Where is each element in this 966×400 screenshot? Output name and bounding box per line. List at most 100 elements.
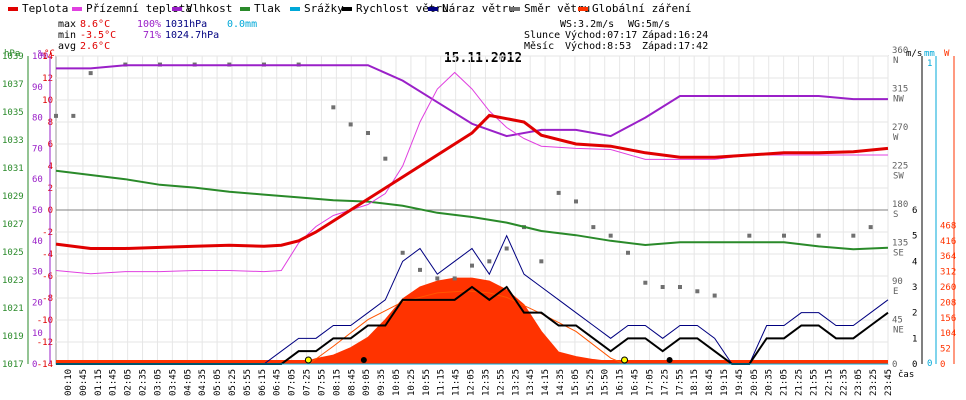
wind-dir-point (487, 259, 492, 264)
wind-dir-tick: S (893, 210, 898, 220)
moon-label: Měsíc (524, 40, 554, 52)
wind-dir-tick: 315 (892, 85, 908, 95)
wind-dir-point (660, 285, 665, 289)
x-tick-label: 03:45 (168, 369, 178, 396)
x-tick-label: 21:05 (780, 369, 790, 396)
wind-dir-point (678, 285, 682, 289)
legend-label: Globální záření (592, 2, 691, 15)
x-tick-label: 18:45 (705, 369, 715, 396)
x-tick-label: 02:05 (124, 369, 134, 396)
sunrise: Východ:07:17 (565, 29, 637, 41)
x-tick-label: 15:50 (601, 369, 611, 396)
temperature-tick: -10 (37, 316, 53, 326)
wind-dir-point (71, 113, 76, 118)
pressure-tick: 1023 (2, 276, 24, 286)
x-tick-label: 21:25 (795, 369, 805, 396)
wind-dir-tick: 0 (892, 360, 897, 370)
radiation-tick: 156 (940, 314, 956, 324)
temperature-tick: 10 (42, 96, 53, 106)
x-tick-label: 06:45 (273, 369, 283, 396)
radiation-tick: 104 (940, 329, 956, 339)
wind-dir-point (88, 71, 93, 76)
wind-dir-tick: 180 (892, 200, 908, 210)
stat-min-label: min (58, 30, 76, 41)
x-tick-label: 20:35 (765, 369, 775, 396)
humidity-tick: 70 (32, 144, 43, 154)
legend-swatch (72, 7, 82, 11)
x-tick-label: 13:25 (511, 369, 521, 396)
moonrise-marker (360, 357, 367, 363)
temperature-axis-label: °C (44, 49, 55, 59)
stat-avg-label: avg (58, 41, 76, 52)
pressure-tick: 1029 (2, 192, 24, 202)
wind-dir-tick: 135 (892, 239, 908, 249)
x-tick-label: 03:05 (153, 369, 163, 396)
humidity-tick: 90 (32, 83, 43, 93)
x-unit-label: čas (898, 369, 914, 380)
humidity-tick: 10 (32, 329, 43, 339)
radiation-tick: 208 (940, 298, 956, 308)
wind-speed-tick: 6 (912, 206, 917, 216)
legend-label: Teplota (22, 2, 68, 15)
x-tick-label: 08:15 (332, 369, 342, 396)
pressure-tick: 1025 (2, 248, 24, 258)
x-tick-label: 16:45 (631, 369, 641, 396)
pressure-tick: 1027 (2, 220, 24, 230)
x-tick-label: 12:55 (496, 369, 506, 396)
x-tick-label: 00:45 (79, 369, 89, 396)
wind-dir-point (643, 280, 648, 285)
legend-label: Srážky (304, 2, 344, 15)
temperature-tick: -6 (42, 272, 53, 282)
x-tick-label: 06:15 (258, 369, 268, 396)
radiation-axis-label: W (944, 49, 950, 59)
humidity-tick: 30 (32, 268, 43, 278)
x-tick-label: 23:05 (854, 369, 864, 396)
x-tick-label: 17:55 (675, 369, 685, 396)
x-tick-label: 10:55 (422, 369, 432, 396)
wind-dir-point (851, 233, 856, 238)
x-tick-label: 04:05 (183, 369, 193, 396)
wind-dir-point (331, 105, 336, 110)
x-tick-label: 16:15 (616, 369, 626, 396)
pressure-tick: 1033 (2, 136, 24, 146)
x-tick-label: 13:45 (526, 369, 536, 396)
astro-block: WS:3.2m/s WG:5m/s Slunce Východ:07:17 Zá… (524, 19, 708, 52)
x-tick-label: 12:35 (481, 369, 491, 396)
legend-label: Přízemní teplota (86, 2, 192, 15)
stat-max-rain: 0.0mm (227, 19, 257, 30)
x-tick-label: 04:35 (198, 369, 208, 396)
x-tick-label: 09:35 (377, 369, 387, 396)
x-tick-label: 09:05 (362, 369, 372, 396)
wind-dir-tick: 45 (892, 316, 903, 326)
series-ground-temp (55, 71, 888, 275)
series-temperature (55, 113, 889, 250)
wind-dir-tick: N (893, 56, 898, 66)
stat-max-label: max (58, 19, 76, 30)
wind-dir-point (574, 199, 578, 204)
x-tick-label: 20:05 (750, 369, 760, 396)
x-tick-label: 05:55 (243, 369, 253, 396)
wind-dir-point (712, 293, 717, 298)
x-tick-label: 00:10 (64, 369, 74, 396)
wind-dir-tick: SE (893, 249, 904, 259)
wind-speed-tick: 2 (912, 309, 917, 319)
wind-dir-point (470, 263, 474, 268)
wind-dir-point (435, 276, 440, 281)
humidity-tick: 20 (32, 298, 43, 308)
series-wind-gust (56, 234, 889, 365)
x-tick-label: 11:45 (452, 369, 462, 396)
x-tick-label: 05:05 (213, 369, 223, 396)
legend-swatch (172, 7, 182, 11)
stat-max-temp: 8.6°C (80, 19, 110, 30)
x-tick-label: 17:25 (660, 369, 670, 396)
humidity-tick: 50 (32, 206, 43, 216)
temperature-tick: -2 (42, 228, 53, 238)
wind-dir-point (366, 131, 370, 135)
radiation-tick: 468 (940, 221, 956, 231)
wind-dir-point (782, 233, 786, 238)
series-pressure (55, 169, 889, 251)
radiation-tick: 416 (940, 237, 956, 247)
wind-speed-tick: 3 (912, 283, 917, 293)
